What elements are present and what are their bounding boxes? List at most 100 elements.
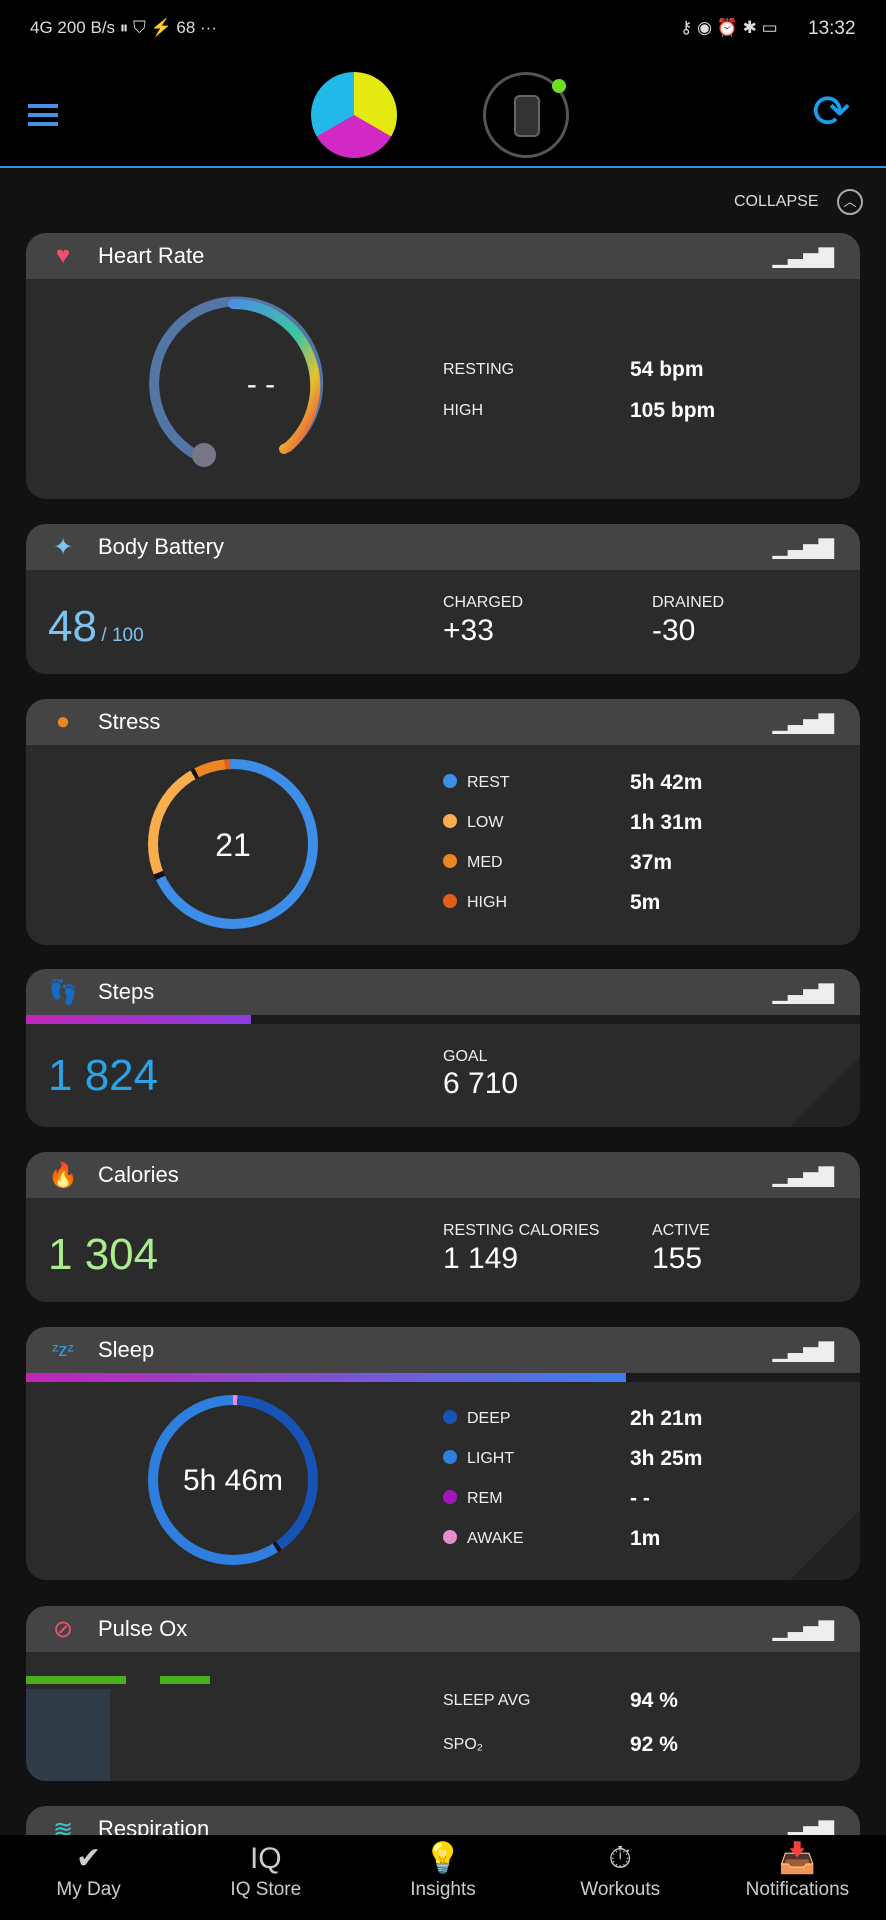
drained-value: -30: [652, 614, 696, 647]
calories-card[interactable]: 🔥 Calories ▁▃▅▇ 1 304 RESTING CALORIES 1 1…: [26, 1152, 860, 1302]
body-battery-max: / 100: [101, 625, 144, 646]
spo2-trace: [160, 1676, 210, 1684]
card-title: Heart Rate: [98, 243, 205, 268]
bottom-nav: ✔ My Day IQ IQ Store 💡 Insights ⏱ Workouts 📥 Noti…: [0, 1835, 886, 1920]
steps-card[interactable]: 👣 Steps ▁▃▅▇ 1 824 GOAL 6 710: [26, 969, 860, 1127]
calories-value: 1 304: [48, 1230, 159, 1279]
legend-label: LOW: [467, 814, 504, 831]
card-title: Steps: [98, 979, 155, 1004]
legend-dot-icon: [443, 814, 457, 828]
sleep-ring: [148, 1395, 318, 1565]
hamburger-icon[interactable]: [28, 104, 58, 126]
heart-rate-card[interactable]: ♥ Heart Rate ▁▃▅▇ - - RESTING 54 bpm HIGH …: [26, 233, 860, 499]
chart-icon[interactable]: ▁▃▅▇: [772, 1164, 834, 1187]
activity-pie-icon[interactable]: [311, 72, 397, 158]
resting-calories-value: 1 149: [443, 1242, 519, 1275]
legend-label: AWAKE: [467, 1530, 524, 1547]
nav-notifications[interactable]: 📥 Notifications: [709, 1835, 886, 1920]
nav-icon: ✔: [76, 1842, 102, 1875]
status-bar: 4G 200 B/s ⏸ ⛉ ⚡ 68 ··· ⚷ ◉ ⏰ ✱ ▭ 13:32: [0, 0, 886, 60]
legend-dot-icon: [443, 1410, 457, 1424]
stress-person-icon: ●: [55, 708, 71, 735]
legend-value: 5m: [630, 891, 661, 914]
current-heart-rate: - -: [246, 368, 276, 401]
zzz-icon: ᶻzᶻ: [52, 1339, 74, 1360]
legend-value: 5h 42m: [630, 771, 703, 794]
card-title: Body Battery: [98, 534, 224, 559]
nav-iq-store[interactable]: IQ IQ Store: [177, 1835, 354, 1920]
goal-value: 6 710: [443, 1067, 519, 1100]
legend-item: DEEP: [443, 1410, 511, 1428]
legend-label: REST: [467, 774, 510, 791]
chevron-up-icon: ︿: [836, 189, 863, 215]
body-battery-icon: ✦: [52, 533, 74, 561]
nav-workouts[interactable]: ⏱ Workouts: [532, 1835, 709, 1920]
nav-label: Workouts: [580, 1879, 661, 1900]
charged-value: +33: [443, 614, 494, 647]
sleep-card[interactable]: ᶻzᶻ Sleep ▁▃▅▇ 5h 46m DEEP 2h 21m LIGHT 3h …: [26, 1327, 860, 1580]
legend-label: REM: [467, 1490, 503, 1507]
drained-label: DRAINED: [652, 594, 725, 611]
chart-icon[interactable]: ▁▃▅▇: [772, 1618, 834, 1641]
sleep-duration: 5h 46m: [182, 1464, 284, 1497]
clock: 13:32: [808, 18, 856, 39]
nav-insights[interactable]: 💡 Insights: [354, 1835, 531, 1920]
resting-value: 54 bpm: [630, 358, 704, 381]
chart-icon[interactable]: ▁▃▅▇: [772, 1339, 834, 1362]
card-title: Sleep: [98, 1337, 155, 1362]
legend-dot-icon: [443, 1530, 457, 1544]
nav-icon: 📥: [778, 1842, 817, 1875]
status-right-icons: ⚷ ◉ ⏰ ✱ ▭: [680, 18, 778, 37]
goal-label: GOAL: [443, 1048, 488, 1065]
goal-check-corner: [790, 1057, 860, 1127]
spo2-trace: [26, 1676, 126, 1684]
resting-calories-label: RESTING CALORIES: [443, 1222, 600, 1239]
sleep-window-shade: [26, 1689, 110, 1781]
sync-icon[interactable]: ⟳: [812, 85, 851, 137]
legend-item: MED: [443, 854, 503, 872]
chart-icon[interactable]: ▁▃▅▇: [772, 245, 834, 268]
spo2-value: 92 %: [630, 1733, 678, 1756]
nav-my-day[interactable]: ✔ My Day: [0, 1835, 177, 1920]
body-battery-value: 48: [48, 602, 97, 651]
stress-ring: [148, 759, 318, 929]
nav-icon: 💡: [424, 1842, 462, 1875]
body-battery-card[interactable]: ✦ Body Battery ▁▃▅▇ 48 / 100 CHARGED +33 D…: [26, 524, 860, 674]
collapse-button[interactable]: COLLAPSE ︿: [734, 189, 863, 215]
chart-icon[interactable]: ▁▃▅▇: [772, 536, 834, 559]
footprints-icon: 👣: [48, 978, 78, 1006]
sleep-progress-bar: [26, 1373, 860, 1382]
legend-value: 1m: [630, 1527, 661, 1550]
legend-item: REST: [443, 774, 510, 792]
flame-icon: 🔥: [48, 1161, 78, 1189]
sleep-avg-label: SLEEP AVG: [443, 1692, 531, 1709]
chart-icon[interactable]: ▁▃▅▇: [772, 981, 834, 1004]
legend-label: LIGHT: [467, 1450, 515, 1467]
active-calories-value: 155: [652, 1242, 703, 1275]
nav-label: Notifications: [745, 1879, 850, 1900]
app-header: ⟳: [0, 60, 886, 168]
stress-value: 21: [215, 827, 251, 863]
pulse-ox-card[interactable]: ⊘ Pulse Ox ▁▃▅▇ SLEEP AVG 94 % SPO₂ 92 %: [26, 1606, 860, 1781]
spo2-label: SPO₂: [443, 1736, 483, 1753]
status-left-icons: 4G 200 B/s ⏸ ⛉ ⚡ 68 ···: [30, 18, 217, 37]
legend-dot-icon: [443, 1490, 457, 1504]
legend-value: 37m: [630, 851, 673, 874]
chart-icon[interactable]: ▁▃▅▇: [772, 711, 834, 734]
heart-icon: ♥: [55, 242, 71, 269]
legend-dot-icon: [443, 894, 457, 908]
legend-label: MED: [467, 854, 503, 871]
legend-value: 2h 21m: [630, 1407, 703, 1430]
card-title: Calories: [98, 1162, 179, 1187]
pulse-ox-icon: ⊘: [52, 1615, 74, 1643]
legend-label: DEEP: [467, 1410, 511, 1427]
card-title: Pulse Ox: [98, 1616, 188, 1641]
device-watch-icon[interactable]: [483, 72, 569, 158]
sleep-avg-value: 94 %: [630, 1689, 678, 1712]
legend-item: AWAKE: [443, 1530, 524, 1548]
legend-value: 1h 31m: [630, 811, 703, 834]
legend-item: HIGH: [443, 894, 507, 912]
nav-icon: ⏱: [608, 1842, 632, 1875]
collapse-label: COLLAPSE: [734, 193, 819, 210]
stress-card[interactable]: ● Stress ▁▃▅▇ 21 REST 5h 42m LOW 1h 31m MED …: [26, 699, 860, 945]
